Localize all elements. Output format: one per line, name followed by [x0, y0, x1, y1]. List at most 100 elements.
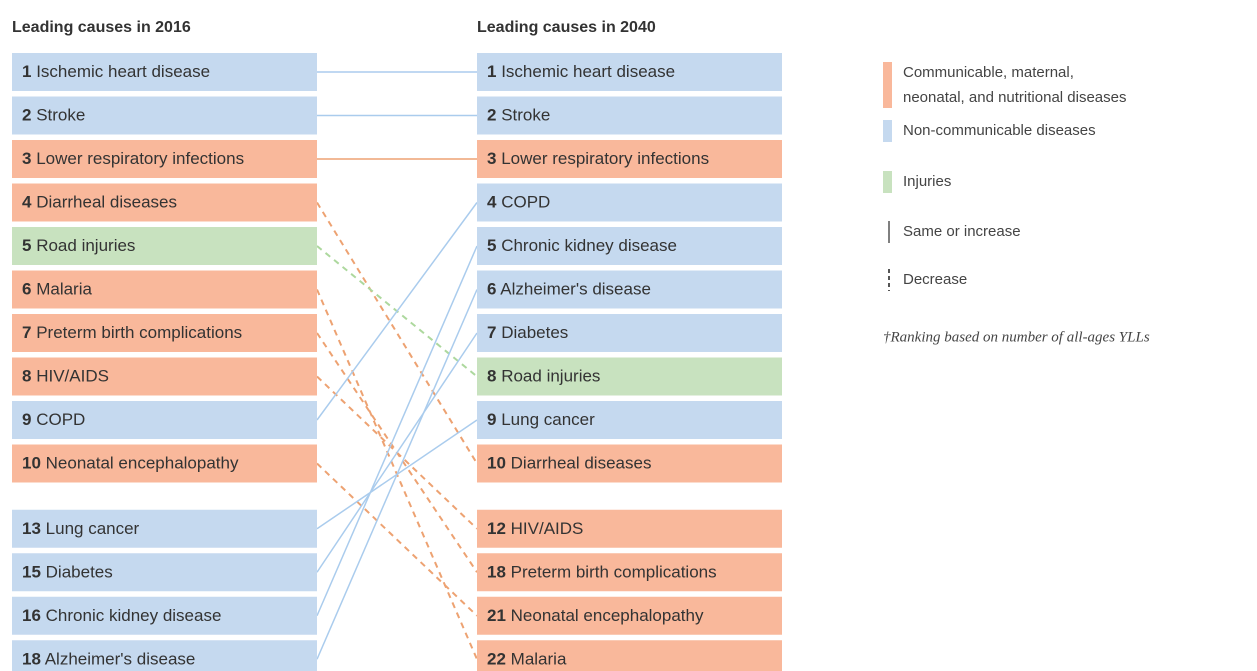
cause-box [12, 314, 317, 352]
cause-label: 18 Preterm birth complications [487, 563, 717, 582]
cause-rank: 2 [487, 106, 496, 125]
cause-box [12, 509, 317, 548]
legend-label: neonatal, and nutritional diseases [903, 89, 1127, 106]
cause-label: 22 Malaria [487, 650, 567, 669]
cause-rank: 8 [22, 367, 31, 386]
cause-label: 8 HIV/AIDS [22, 367, 109, 386]
cause-box [477, 270, 782, 309]
cause-name: HIV/AIDS [36, 367, 109, 386]
cause-name: Neonatal encephalopathy [46, 454, 239, 473]
left-title: Leading causes in 2016 [12, 19, 191, 36]
cause-name: Lung cancer [501, 410, 595, 429]
cause-label: 7 Diabetes [487, 323, 568, 342]
cause-box [477, 509, 782, 548]
cause-rank: 10 [22, 454, 41, 473]
cause-rank: 4 [487, 193, 497, 212]
connection [316, 201, 478, 465]
cause-name: Malaria [511, 650, 567, 669]
right-title: Leading causes in 2040 [477, 19, 656, 36]
cause-rank: 18 [487, 563, 506, 582]
cause-label: 3 Lower respiratory infections [487, 149, 709, 168]
cause-label: 4 COPD [487, 193, 550, 212]
cause-name: Diabetes [46, 563, 113, 582]
cause-rank: 7 [22, 323, 31, 342]
cause-rank: 3 [22, 149, 31, 168]
cause-label: 2 Stroke [487, 106, 550, 125]
cause-box [477, 553, 782, 592]
cause-name: Chronic kidney disease [46, 606, 222, 625]
cause-label: 16 Chronic kidney disease [22, 606, 221, 625]
cause-label: 9 Lung cancer [487, 410, 595, 429]
legend-label: Non-communicable diseases [903, 122, 1096, 139]
cause-box [12, 227, 317, 265]
cause-name: Road injuries [501, 367, 600, 386]
cause-box [12, 270, 317, 309]
cause-label: 6 Malaria [22, 280, 92, 299]
cause-rank: 3 [487, 149, 496, 168]
cause-label: 5 Road injuries [22, 236, 135, 255]
cause-box [477, 357, 782, 396]
connection [316, 289, 478, 660]
cause-name: Stroke [501, 106, 550, 125]
legend-swatch [883, 120, 892, 142]
cause-name: Malaria [36, 280, 92, 299]
cause-box [477, 140, 782, 178]
cause-box [12, 53, 317, 91]
cause-box [477, 53, 782, 91]
cause-rank: 16 [22, 606, 41, 625]
cause-label: 9 COPD [22, 410, 85, 429]
cause-label: 18 Alzheimer's disease [22, 650, 195, 669]
cause-box [12, 140, 317, 178]
connections [316, 71, 478, 660]
cause-name: Ischemic heart disease [501, 62, 675, 81]
cause-rank: 22 [487, 650, 506, 669]
cause-rank: 8 [487, 367, 496, 386]
connection [316, 245, 478, 617]
cause-box [12, 183, 317, 222]
cause-rank: 12 [487, 519, 506, 538]
legend-swatch [883, 62, 892, 108]
cause-rank: 4 [22, 193, 32, 212]
cause-rank: 6 [487, 280, 496, 299]
cause-box [477, 596, 782, 635]
cause-rank: 6 [22, 280, 31, 299]
connection [316, 462, 478, 617]
cause-name: COPD [36, 410, 85, 429]
cause-rank: 15 [22, 563, 41, 582]
cause-box [477, 314, 782, 352]
cause-label: 12 HIV/AIDS [487, 519, 583, 538]
cause-name: Chronic kidney disease [501, 236, 677, 255]
cause-name: Neonatal encephalopathy [511, 606, 704, 625]
cause-label: 3 Lower respiratory infections [22, 149, 244, 168]
legend-label: Injuries [903, 173, 951, 190]
cause-name: Preterm birth complications [511, 563, 717, 582]
legend-same: Same or increase [903, 223, 1021, 240]
cause-rank: 7 [487, 323, 496, 342]
cause-name: Preterm birth complications [36, 323, 242, 342]
cause-rank: 5 [22, 236, 31, 255]
cause-name: Alzheimer's disease [45, 650, 196, 669]
cause-label: 10 Diarrheal diseases [487, 454, 651, 473]
cause-rank: 9 [22, 410, 31, 429]
cause-name: Diabetes [501, 323, 568, 342]
cause-name: HIV/AIDS [511, 519, 584, 538]
cause-box [12, 401, 317, 439]
cause-label: 6 Alzheimer's disease [487, 280, 651, 299]
cause-label: 8 Road injuries [487, 367, 600, 386]
cause-name: COPD [501, 193, 550, 212]
cause-box [477, 401, 782, 439]
cause-label: 2 Stroke [22, 106, 85, 125]
cause-name: Lung cancer [46, 519, 140, 538]
legend-decrease: Decrease [903, 271, 967, 288]
cause-box [12, 553, 317, 592]
cause-rank: 2 [22, 106, 31, 125]
cause-rank: 9 [487, 410, 496, 429]
cause-name: Ischemic heart disease [36, 62, 210, 81]
cause-box [477, 640, 782, 671]
cause-box [12, 444, 317, 483]
cause-box [12, 357, 317, 396]
cause-box [477, 96, 782, 135]
connection [316, 202, 478, 421]
cause-name: Lower respiratory infections [501, 149, 709, 168]
